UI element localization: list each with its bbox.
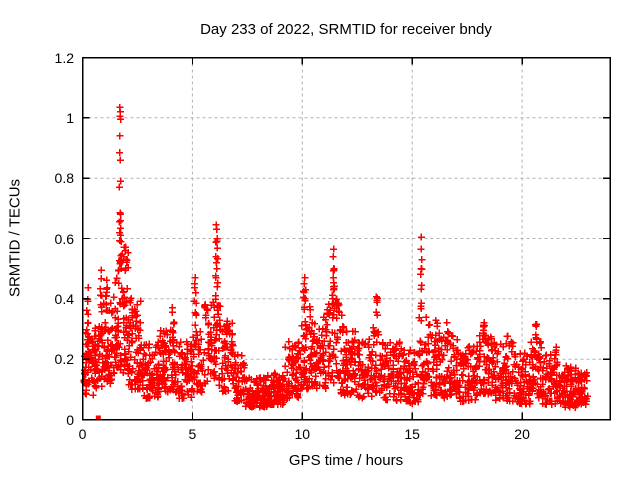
y-tick-label: 1.2 — [54, 49, 74, 66]
x-tick-label: 5 — [188, 426, 197, 442]
x-axis-label: GPS time / hours — [288, 452, 404, 469]
y-tick-label: 0.6 — [54, 230, 74, 247]
gridlines — [82, 57, 610, 420]
x-tick-label: 20 — [514, 426, 530, 442]
x-tick-label: 15 — [404, 426, 420, 442]
x-tick-label: 0 — [78, 426, 87, 442]
chart-title: Day 233 of 2022, SRMTID for receiver bnd… — [200, 21, 492, 38]
y-tick-label: 0.8 — [54, 170, 74, 187]
plot-border — [81, 56, 611, 421]
y-tick-label: 0.4 — [54, 290, 74, 307]
y-tick-label: 0.2 — [54, 351, 74, 368]
scatter-point-square — [95, 415, 101, 421]
x-tick-label: 10 — [294, 426, 311, 442]
y-tick-label: 0 — [66, 411, 74, 428]
scatter-points — [80, 103, 592, 411]
y-tick-label: 1 — [66, 109, 74, 126]
